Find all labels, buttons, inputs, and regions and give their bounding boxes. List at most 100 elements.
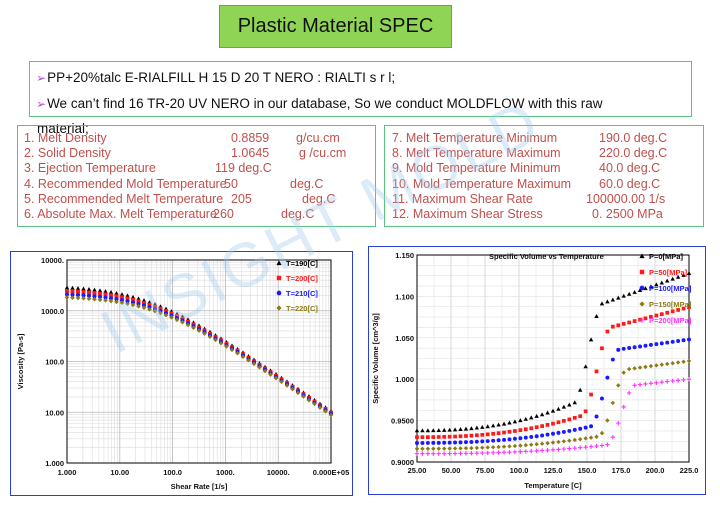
data-point <box>480 450 485 456</box>
data-point <box>513 429 517 433</box>
data-point <box>442 427 447 432</box>
spec-value: 190.0 deg.C <box>599 131 668 145</box>
data-point <box>621 370 626 375</box>
plot-area <box>66 259 332 464</box>
data-point <box>686 271 692 275</box>
data-point <box>75 295 81 301</box>
legend-label: T=210[C] <box>286 289 318 298</box>
data-point <box>502 430 506 435</box>
data-point <box>431 435 436 439</box>
data-point <box>523 427 528 432</box>
data-point <box>469 451 474 456</box>
data-point <box>119 298 125 303</box>
data-point <box>463 446 469 451</box>
data-point <box>572 427 577 432</box>
data-point <box>605 442 610 447</box>
data-point <box>480 439 485 444</box>
spec-label: 8. Melt Temperature Maximum <box>392 146 561 161</box>
data-point <box>76 289 80 294</box>
data-point <box>632 366 637 371</box>
data-point <box>442 451 447 456</box>
data-point <box>507 449 512 455</box>
data-point <box>670 309 675 314</box>
data-point <box>518 436 523 441</box>
data-point <box>474 433 479 438</box>
data-point <box>523 442 528 448</box>
intro-line-2-wrap: material; <box>37 121 89 136</box>
data-point <box>659 280 664 285</box>
data-point <box>594 313 599 318</box>
data-point <box>659 362 664 367</box>
y-tick-label: 0.9000 <box>391 458 414 467</box>
data-point <box>485 445 490 450</box>
data-point <box>70 292 75 297</box>
data-point <box>610 297 616 302</box>
data-point <box>136 301 141 306</box>
x-tick-label: 75.00 <box>476 466 495 475</box>
x-tick-label: 50.00 <box>442 466 461 475</box>
spec-unit: deg.C <box>302 191 336 206</box>
data-point <box>474 425 480 430</box>
data-point <box>501 444 507 449</box>
intro-text-2: We can’t find 16 TR-20 UV NERO in our da… <box>47 96 603 111</box>
data-point <box>610 400 616 406</box>
data-point <box>529 442 534 447</box>
data-point <box>632 289 637 294</box>
data-point <box>556 439 561 445</box>
data-point <box>64 295 70 300</box>
data-point <box>469 433 474 438</box>
data-point <box>523 449 528 454</box>
data-point <box>447 427 452 432</box>
data-point <box>452 427 458 432</box>
spec-value: 50 <box>224 176 238 191</box>
data-point <box>556 447 561 452</box>
data-point <box>605 329 610 334</box>
data-point <box>442 446 447 451</box>
data-point <box>103 295 108 300</box>
data-point <box>75 292 81 298</box>
y-tick-label: 10.00 <box>45 408 64 417</box>
data-point <box>512 419 518 424</box>
data-point <box>312 401 317 407</box>
viscosity-chart-frame: 1.000 10.00 100.0 1000. 10000. 0.000E+05 1.000… <box>10 251 353 496</box>
data-point <box>485 432 490 437</box>
data-point <box>125 299 130 304</box>
data-point <box>415 435 419 440</box>
data-point <box>551 431 555 436</box>
data-point <box>556 430 561 435</box>
x-tick-label: 225.0 <box>680 466 699 475</box>
data-point <box>654 342 659 347</box>
spec-unit: g/cu.cm <box>296 131 340 145</box>
x-axis-label: Shear Rate [1/s] <box>171 482 228 491</box>
data-point <box>485 450 490 456</box>
data-point <box>507 437 512 442</box>
intro-text-1: PP+20%talc E-RIALFILL H 15 D 20 T NERO :… <box>47 70 396 85</box>
data-point <box>81 293 86 298</box>
spec-label: 5. Recommended Melt Temperature <box>24 191 224 206</box>
data-point <box>86 287 92 292</box>
x-tick-label: 150.0 <box>578 466 597 475</box>
data-point <box>502 437 507 442</box>
x-tick-label: 125.0 <box>544 466 563 475</box>
data-point <box>420 428 425 433</box>
data-point <box>539 448 545 453</box>
legend-label: P=0[MPa] <box>649 252 683 261</box>
data-point <box>681 377 686 382</box>
data-point <box>616 323 621 328</box>
data-point <box>621 346 626 351</box>
data-point <box>534 448 539 454</box>
data-point <box>147 302 152 307</box>
data-point <box>583 409 588 414</box>
y-tick-label: 100.0 <box>45 358 64 367</box>
data-point <box>654 313 659 318</box>
spec-label: 4. Recommended Mold Temperature <box>24 176 227 191</box>
data-point <box>436 428 441 433</box>
pvt-chart: 25.00 50.00 75.00 100.0 125.0 150.0 175.0 200.0… <box>371 251 699 490</box>
data-point <box>501 450 507 455</box>
data-point <box>605 418 610 423</box>
data-point <box>621 404 626 410</box>
data-point <box>496 438 501 443</box>
data-point <box>458 446 463 451</box>
data-point <box>534 425 539 430</box>
page-title: Plastic Material SPEC <box>237 15 434 37</box>
